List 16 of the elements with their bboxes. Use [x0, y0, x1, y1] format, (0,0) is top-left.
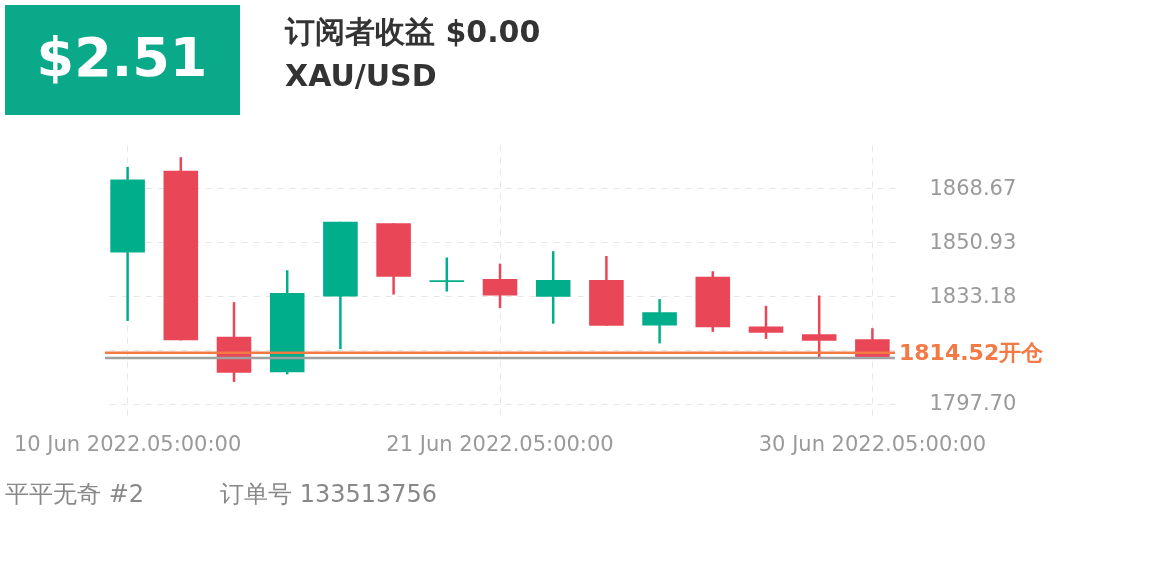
y-tick-label: 1850.93	[929, 229, 1017, 254]
candlestick	[801, 294, 837, 360]
y-tick-label: 1868.67	[929, 175, 1017, 200]
x-tick-label: 30 Jun 2022.05:00:00	[758, 431, 987, 456]
y-tick-label: 1797.70	[929, 391, 1017, 416]
ref-line-label: 1814.52开仓	[899, 339, 1045, 365]
chart-subtitle: XAU/USD	[285, 58, 437, 93]
candlestick	[748, 304, 784, 341]
text: 平平无奇 #2	[5, 480, 145, 508]
y-tick-label: 1833.18	[929, 283, 1017, 308]
text: $2.51	[36, 26, 208, 89]
chart-title: 订阅者收益 $0.00	[284, 14, 541, 49]
text: 订单号 133513756	[220, 480, 438, 508]
candlestick	[429, 256, 465, 293]
x-tick-label: 10 Jun 2022.05:00:00	[13, 431, 242, 456]
x-tick-label: 21 Jun 2022.05:00:00	[386, 431, 614, 456]
